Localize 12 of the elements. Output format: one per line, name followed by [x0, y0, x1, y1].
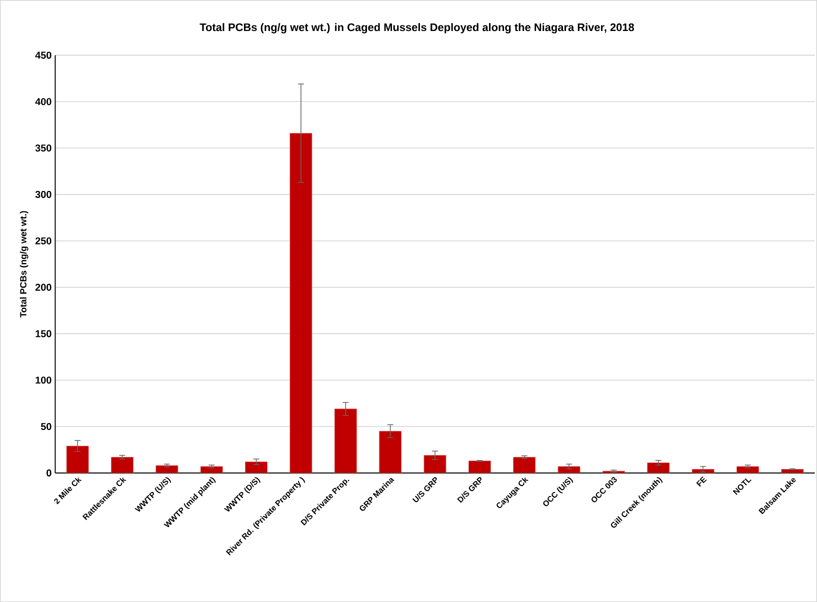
- y-tick-label: 350: [35, 144, 52, 152]
- y-tick-label: 50: [40, 422, 52, 430]
- y-tick-label: 250: [35, 237, 52, 244]
- y-tick-label: 450: [35, 52, 52, 59]
- y-tick-label: 400: [35, 98, 52, 106]
- y-tick-label: 150: [36, 330, 52, 338]
- y-tick-label: 100: [36, 376, 52, 384]
- y-tick-label: 300: [35, 190, 52, 198]
- y-axis-title: Total PCBs (ng/g wet wt.): [20, 211, 28, 318]
- chart-title: Total PCBs (ng/g wet wt.) in Caged Mussels Deployed along the Niagara River, 2018: [200, 23, 634, 34]
- y-tick-label: 0: [46, 469, 52, 476]
- y-tick-label: 200: [35, 284, 52, 291]
